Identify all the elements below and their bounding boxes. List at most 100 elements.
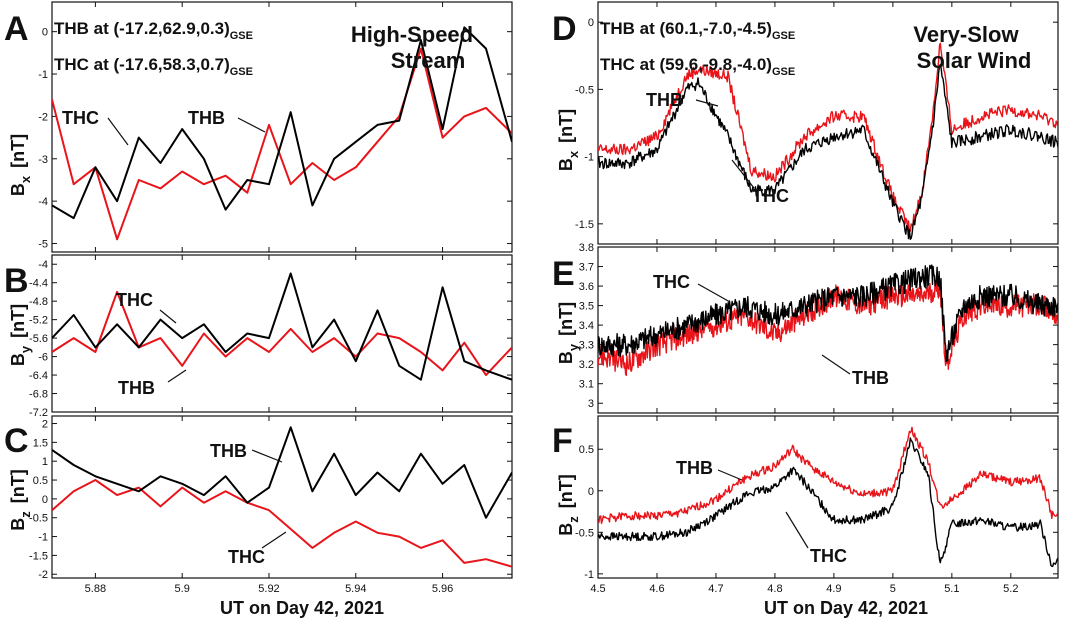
arrow-d-thb <box>695 99 719 107</box>
ylabel-c-b: B <box>8 518 28 531</box>
y-tick-label: -1 <box>584 152 594 164</box>
arrow-b-thb <box>167 369 187 383</box>
y-tick-label: 0 <box>588 17 594 29</box>
ylabel-e-b: B <box>556 351 576 364</box>
x-tick-label: 4.6 <box>649 583 664 595</box>
annotation-b-thc: THC <box>116 290 153 310</box>
y-tick-label: -4 <box>38 259 48 271</box>
panel-frame <box>51 254 513 413</box>
series-thb-line <box>52 47 512 241</box>
x-tick-label: 5.94 <box>345 583 366 595</box>
y-tick-label: 0 <box>42 494 48 506</box>
ylabel-d-sub: x <box>566 150 581 158</box>
y-tick-label: -6 <box>38 352 48 364</box>
annotation-d-thb: THB <box>646 90 683 110</box>
y-tick-label: -7.2 <box>29 407 48 419</box>
x-tick-label: 4.8 <box>767 583 782 595</box>
series-thb-line <box>598 42 1058 233</box>
x-tick-label: 5.1 <box>944 583 959 595</box>
panel-letter-b: B <box>4 262 29 300</box>
panel-frame <box>597 1 1059 245</box>
x-tick-label: 5.9 <box>175 583 190 595</box>
y-tick-label: -0.5 <box>575 84 594 96</box>
y-tick-label: 0.5 <box>579 444 594 456</box>
y-tick-label: -1 <box>38 69 48 81</box>
y-tick-label: 3.7 <box>579 262 594 274</box>
annotation-a-thb: THB <box>188 108 225 128</box>
arrow-a-thc <box>107 117 129 146</box>
series-thb-line <box>598 426 1058 524</box>
series-thc-line <box>598 63 1058 240</box>
svg-text:By[nT]: By [nT] <box>8 304 33 366</box>
ylabel-e-unit: [nT] <box>556 302 576 336</box>
svg-text:Bz[nT]: Bz [nT] <box>8 469 33 530</box>
x-tick-label: 5.2 <box>1003 583 1018 595</box>
series-thc-line <box>598 437 1058 568</box>
ylabel-a-sub: x <box>18 175 33 183</box>
annotation-c-thc: THC <box>228 547 265 567</box>
right-x-axis-label: UT on Day 42, 2021 <box>764 598 928 618</box>
left-x-axis-label: UT on Day 42, 2021 <box>220 598 384 618</box>
svg-text:Bx[nT]: Bx [nT] <box>8 134 33 196</box>
y-tick-label: 0 <box>588 486 594 498</box>
arrow-a-thb <box>237 117 266 133</box>
panel-frame <box>597 246 1059 414</box>
y-tick-label: -0.5 <box>575 527 594 539</box>
series-thb-line <box>52 479 512 568</box>
arrow-b-thc <box>159 309 177 324</box>
ylabel-b-b: B <box>8 353 28 366</box>
panel-letter-f: F <box>552 422 573 460</box>
y-tick-label: 3.3 <box>579 340 594 352</box>
y-tick-label: -5.2 <box>29 315 48 327</box>
y-tick-label: -3 <box>38 154 48 166</box>
series-thc-line <box>52 26 512 220</box>
series-thb-line <box>52 290 512 377</box>
y-tick-label: 3.2 <box>579 359 594 371</box>
panel-c: 2 1.5 1 0.5 0 -0.5 -1 -1.5 -2 5.88 5.9 5.92 5.94 5.96 <box>29 415 513 595</box>
y-tick-label: -5.6 <box>29 333 48 345</box>
arrow-e-thb <box>821 354 851 375</box>
arrow-f-thb <box>717 469 743 481</box>
annotation-d-thc: THC <box>752 186 789 206</box>
y-tick-label: 3.1 <box>579 379 594 391</box>
arrow-c-thc <box>261 531 287 549</box>
panel-b: -4 -4.4 -4.8 -5.2 -5.6 -6 -6.4 -6.8 -7.2 <box>29 254 513 419</box>
y-tick-label: -0.5 <box>29 513 48 525</box>
series-thc-line <box>598 264 1058 362</box>
right-title-line2: Solar Wind <box>917 48 1032 73</box>
annotation-a-thc: THC <box>62 108 99 128</box>
left-title-line2: Stream <box>391 48 466 73</box>
ylabel-e: By [nT] <box>556 302 581 364</box>
ylabel-c: Bz [nT] <box>8 469 33 530</box>
ylabel-b-sub: y <box>18 345 33 353</box>
svg-text:By[nT]: By [nT] <box>556 302 581 364</box>
y-tick-label: -1 <box>584 569 594 581</box>
x-tick-label: 5 <box>890 583 896 595</box>
panel-d: 0 -0.5 -1 -1.5 <box>575 1 1059 245</box>
annotation-f-thc: THC <box>810 546 847 566</box>
y-tick-label: 3.4 <box>579 320 594 332</box>
panel-f: 0.5 0 -0.5 -1 4.5 4.6 4.7 4.8 4.9 5 5.1 5.2 <box>575 415 1059 595</box>
panel-letter-d: D <box>552 10 577 48</box>
chart-layer: -5-4-3-2-10-4-4.4-4.8-5.2-5.6-6-6.4-6.8-… <box>29 1 1059 595</box>
ylabel-d-b: B <box>556 158 576 171</box>
ylabel-c-sub: z <box>18 511 33 518</box>
ylabel-a-unit: [nT] <box>8 134 28 168</box>
y-tick-label: 2 <box>42 419 48 431</box>
panel-a: -5 -4 -3 -2 -1 0 <box>38 1 513 253</box>
y-tick-label: 0.5 <box>33 475 48 487</box>
left-title-line1: High-Speed <box>351 22 473 47</box>
y-tick-label: -1 <box>38 532 48 544</box>
y-tick-label: -6.4 <box>29 370 48 382</box>
ylabel-a: Bx [nT] <box>8 134 33 196</box>
annotation-e-thc: THC <box>653 272 690 292</box>
ylabel-f-sub: z <box>566 516 581 523</box>
y-tick-label: 3.6 <box>579 281 594 293</box>
left-thb-position: THB at (-17.2,62.9,0.3)GSE <box>54 19 253 42</box>
y-tick-label: -2 <box>38 111 48 123</box>
x-tick-label: 4.5 <box>590 583 605 595</box>
series-thc-line <box>52 426 512 519</box>
svg-text:Bx[nT]: Bx [nT] <box>556 109 581 171</box>
ylabel-e-sub: y <box>566 343 581 351</box>
